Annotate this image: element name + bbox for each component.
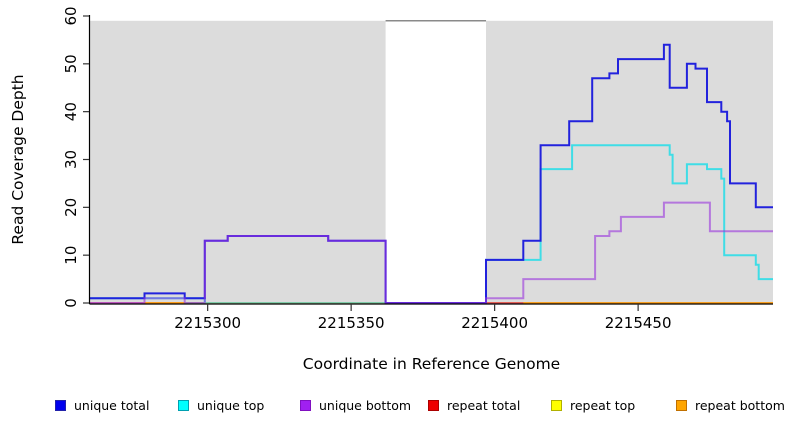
- legend-item-unique-total: unique total: [55, 398, 149, 413]
- x-tick-label: 2215350: [318, 314, 385, 332]
- legend-swatch-icon: [551, 400, 562, 411]
- legend-swatch-icon: [55, 400, 66, 411]
- y-tick-label: 40: [62, 102, 80, 121]
- coverage-plot: 2215300 2215350 2215400 2215450 0 10 20 30 40 50 6…: [9, 6, 773, 373]
- legend-item-repeat-top: repeat top: [551, 398, 635, 413]
- legend-label: repeat top: [570, 398, 636, 413]
- legend: unique total unique top unique bottom repea…: [0, 398, 792, 418]
- legend-item-repeat-total: repeat total: [428, 398, 520, 413]
- legend-item-unique-bottom: unique bottom: [300, 398, 411, 413]
- legend-label: unique top: [197, 398, 265, 413]
- y-tick-label: 60: [62, 6, 80, 25]
- y-tick-label: 20: [62, 198, 80, 217]
- legend-label: unique total: [74, 398, 150, 413]
- legend-label: unique bottom: [319, 398, 412, 413]
- legend-swatch-icon: [428, 400, 439, 411]
- y-tick-label: 30: [62, 150, 80, 169]
- shaded-region: [90, 20, 386, 304]
- x-tick-label: 2215400: [461, 314, 528, 332]
- legend-swatch-icon: [676, 400, 687, 411]
- y-tick-label: 10: [62, 246, 80, 265]
- legend-swatch-icon: [300, 400, 311, 411]
- legend-item-repeat-bottom: repeat bottom: [676, 398, 785, 413]
- legend-label: repeat total: [447, 398, 521, 413]
- legend-swatch-icon: [178, 400, 189, 411]
- series-unique-bottom: [90, 201, 773, 304]
- y-tick-label: 50: [62, 54, 80, 73]
- x-tick-label: 2215300: [174, 314, 241, 332]
- x-axis-title: Coordinate in Reference Genome: [303, 355, 560, 373]
- x-tick-label: 2215450: [605, 314, 672, 332]
- y-tick-label: 0: [62, 298, 80, 308]
- y-axis-title: Read Coverage Depth: [9, 74, 27, 244]
- legend-item-unique-top: unique top: [178, 398, 264, 413]
- legend-label: repeat bottom: [695, 398, 785, 413]
